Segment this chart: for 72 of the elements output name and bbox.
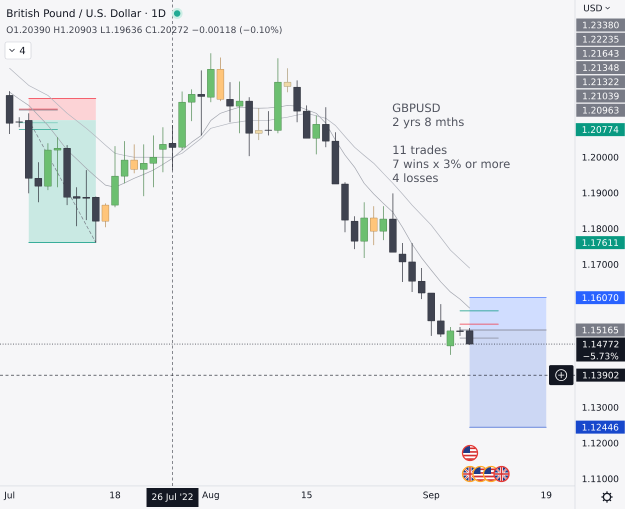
candlestick [398,242,406,282]
candlestick [322,106,330,148]
candlestick [82,170,90,220]
y-tick-label: 1.13000 [582,404,618,411]
text: 1.21348 [583,64,619,71]
candlestick [54,136,62,188]
candlestick [437,304,445,338]
annotation: 4 losses [392,173,438,182]
annotation: 2 yrs 8 mths [393,117,464,128]
candlestick [198,70,205,136]
y-tick-label: 1.18000 [582,225,618,232]
text: O1.20390 H1.20903 L1.19636 C1.20272 −0.00118 (−0.10%) [6,26,282,34]
candlestick [284,68,292,93]
y-tick-label: 1.20000 [582,154,618,161]
text: 1.21322 [583,78,618,86]
candlestick [408,242,416,292]
candlestick [456,326,464,336]
y-axis-title: USD [584,4,602,12]
candlestick [293,80,301,123]
y-tick-label: 1.12000 [582,440,618,447]
candlestick [312,115,320,155]
text: −5.73% [584,352,618,360]
candlestick [92,196,100,243]
candlestick [150,135,158,188]
y-tick-label: 1.11000 [582,475,618,482]
x-tick-label: 19 [542,492,552,498]
candlestick [466,328,474,346]
candlestick [159,126,167,173]
candlestick [188,88,196,122]
candlestick [120,140,128,184]
candlestick [370,206,378,246]
ref-line-label: 1.14772 [583,340,618,348]
text: 1.23380 [583,22,619,28]
candlestick [140,144,148,197]
y-tick-label: 1.16070 [582,294,618,302]
candlestick [360,202,368,258]
candlestick [418,268,426,300]
x-tick-label: Sep [423,492,440,500]
y-tick-label: 1.20774 [582,126,618,133]
y-tick-label: 1.17000 [582,261,618,268]
candlestick [264,110,272,136]
candlestick [34,162,42,203]
candlestick [130,144,138,174]
candlestick [380,206,388,240]
candlestick [102,202,110,228]
x-tick-label: 18 [110,492,120,498]
text: British Pound / U.S. Dollar · 1D [7,9,166,18]
candlestick [72,186,80,227]
ref-line-label: 1.13902 [583,372,618,379]
candlestick [15,116,23,128]
annotation: 11 trades [393,145,447,154]
candlestick [226,82,234,123]
x-tick-label: Jul [4,492,14,500]
candlestick [168,124,176,171]
y-tick-label: 1.15165 [582,326,618,334]
candlestick [350,216,358,250]
y-tick-label: 1.19000 [582,190,618,196]
candlestick [236,81,244,134]
annotation: 7 wins x 3% or more [393,159,510,168]
annotation: 4 [20,46,26,54]
x-tick-label: Aug [202,492,219,500]
text: 1.21039 [583,92,619,100]
y-tick-label: 1.12446 [582,424,618,431]
y-tick-label: 1.17611 [582,239,618,246]
text: 1.22235 [583,36,619,43]
annotation: GBPUSD [392,103,440,112]
x-tick-label: 15 [302,492,312,498]
x-tick-label: 26 Jul '22 [152,493,193,502]
candlestick [446,326,454,356]
candlestick [255,108,262,140]
text: 1.21643 [583,50,619,57]
text: 1.20963 [583,106,619,114]
